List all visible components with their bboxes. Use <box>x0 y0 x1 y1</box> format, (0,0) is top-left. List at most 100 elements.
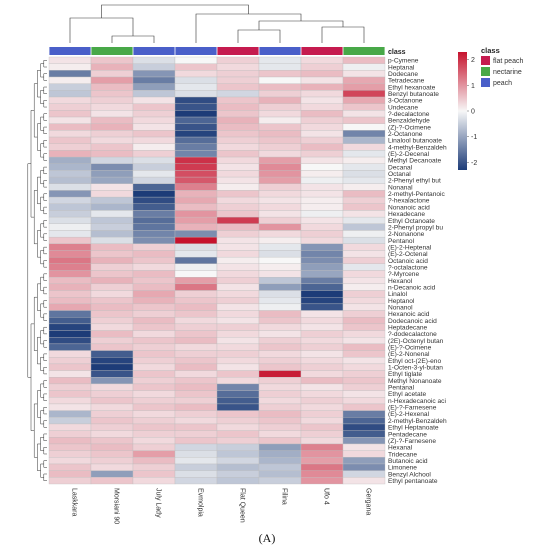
heatmap-cell <box>90 143 134 151</box>
heatmap-cell <box>174 176 218 184</box>
heatmap-cell <box>258 323 302 331</box>
row-label: Octanoic acid <box>388 258 428 265</box>
heatmap-cell <box>174 256 218 265</box>
row-dendrogram-branch <box>43 153 47 161</box>
heatmap-cell <box>216 457 260 465</box>
row-dendrogram-branch <box>43 260 47 268</box>
heatmap-cell <box>132 143 176 151</box>
row-dendrogram-branch <box>43 460 47 468</box>
heatmap-cell <box>342 123 386 131</box>
row-dendrogram-branch <box>37 390 41 418</box>
heatmap-cell <box>132 417 176 425</box>
column-label: Flat Queen <box>239 488 246 523</box>
heatmap-cell <box>300 470 344 478</box>
heatmap-cell <box>174 397 218 405</box>
heatmap-cell <box>258 310 302 318</box>
heatmap-cell <box>90 363 134 371</box>
heatmap-cell <box>48 156 92 164</box>
heatmap-cell <box>90 297 134 305</box>
heatmap-cell <box>300 123 344 131</box>
heatmap-cell <box>90 150 134 158</box>
heatmap-cell <box>90 243 134 251</box>
heatmap-cell <box>90 350 134 358</box>
column-dendrogram-branch <box>101 4 249 18</box>
heatmap-cell <box>132 176 176 184</box>
heatmap-cell <box>216 283 260 291</box>
heatmap-cell <box>48 377 92 385</box>
heatmap-cell <box>174 303 218 311</box>
row-dendrogram-branch <box>40 223 44 238</box>
row-label: ?-decalactone <box>388 111 430 118</box>
heatmap-cell <box>174 83 218 91</box>
heatmap-cell <box>90 76 134 84</box>
heatmap-cell <box>216 383 260 391</box>
heatmap-cell <box>342 417 386 425</box>
legend-item-label: nectarine <box>493 69 522 76</box>
heatmap-cell <box>342 70 386 78</box>
heatmap-cell <box>342 163 386 171</box>
heatmap-cell <box>132 283 176 291</box>
row-label: Tridecane <box>388 451 417 458</box>
heatmap-cell <box>216 463 260 471</box>
row-label: Decanal <box>388 164 413 171</box>
heatmap-cell <box>132 90 176 98</box>
heatmap-cell <box>258 350 302 358</box>
heatmap-cell <box>216 443 260 451</box>
row-label: 4-methyl-Benzaldeh <box>388 144 447 151</box>
heatmap-cell <box>216 236 260 244</box>
row-label: (E)-2-Nonenal <box>388 351 430 358</box>
heatmap-cell <box>174 463 218 471</box>
class-annotation-bar <box>49 47 385 55</box>
heatmap-cell <box>342 96 386 104</box>
heatmap-cell <box>48 270 92 278</box>
heatmap-cell <box>300 297 344 305</box>
heatmap-cell <box>300 423 344 431</box>
heatmap-cell <box>174 203 218 211</box>
heatmap-cell <box>216 190 260 198</box>
heatmap-cell <box>342 236 386 244</box>
heatmap-cell <box>258 343 302 351</box>
heatmap-cell <box>300 410 344 418</box>
heatmap-cell <box>48 470 92 478</box>
column-label: Evmolpia <box>197 488 204 517</box>
heatmap-cell <box>216 337 260 345</box>
heatmap-cell <box>90 56 134 64</box>
heatmap-cell <box>216 76 260 84</box>
heatmap-cell <box>132 96 176 104</box>
heatmap-cell <box>90 130 134 138</box>
heatmap-cell <box>216 470 260 478</box>
column-labels: Laskkara Morsiani 90 July Lady Evmolpia Flat… <box>71 488 372 524</box>
heatmap-cell <box>174 383 218 391</box>
heatmap-cell <box>342 83 386 91</box>
heatmap-cell <box>342 397 386 405</box>
heatmap-cell <box>48 76 92 84</box>
heatmap-cell <box>174 443 218 451</box>
heatmap-cell <box>132 276 176 285</box>
class-bar-cell <box>343 47 385 55</box>
heatmap-cell <box>258 276 302 285</box>
heatmap-cell <box>258 203 302 211</box>
heatmap-cell <box>132 463 176 471</box>
row-dendrogram-branch <box>40 143 44 158</box>
heatmap-cell <box>342 297 386 305</box>
heatmap-cell <box>216 250 260 258</box>
row-label: Methyl Decanoate <box>388 158 441 165</box>
heatmap-cell <box>300 276 344 285</box>
heatmap-cell <box>48 196 92 204</box>
heatmap-cell <box>342 250 386 258</box>
heatmap-cell <box>300 203 344 211</box>
row-dendrogram-branch <box>43 447 47 455</box>
heatmap-cell <box>48 183 92 191</box>
row-dendrogram-branch <box>43 393 47 401</box>
row-dendrogram-branch <box>43 353 47 361</box>
heatmap-cell <box>342 290 386 298</box>
heatmap-cell <box>342 150 386 158</box>
heatmap-cell <box>90 470 134 478</box>
column-label: Laskkara <box>71 488 78 517</box>
heatmap-cell <box>258 263 302 271</box>
row-label: Benzaldehyde <box>388 118 430 125</box>
heatmap-cell <box>300 96 344 104</box>
heatmap-cell <box>342 357 386 365</box>
row-dendrogram-branch <box>43 300 47 308</box>
